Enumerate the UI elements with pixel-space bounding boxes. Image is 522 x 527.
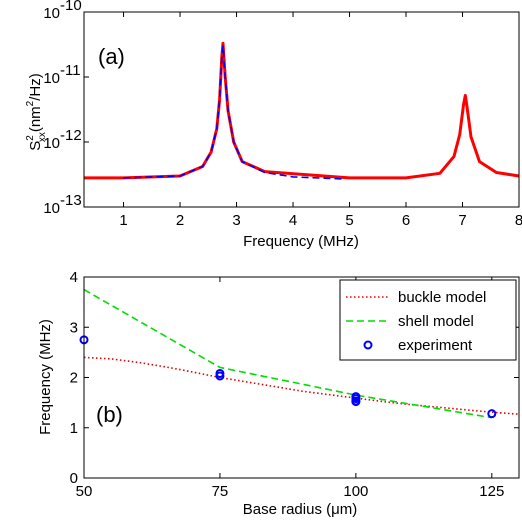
- panel-a-x-tick-label: 6: [402, 212, 410, 229]
- panel-b-y-tick-label: 4: [70, 269, 78, 286]
- legend-label-2: experiment: [398, 337, 473, 354]
- panel-a-y-tick-label: 10: [43, 5, 60, 22]
- panel-a-y-tick-exponent: -13: [60, 192, 82, 209]
- panel-a-x-tick-label: 7: [458, 212, 466, 229]
- legend-label-1: shell model: [398, 313, 474, 330]
- panel-b-y-tick-label: 1: [70, 420, 78, 437]
- panel-b-y-axis-label: Frequency (MHz): [37, 319, 54, 435]
- legend-items: buckle model shell model experiment: [346, 289, 486, 354]
- y-label-rest: (nm: [27, 106, 44, 132]
- panel-b: 50 75 100 125 0 1 2 3 4 (b) Base radius (μm) Fr…: [37, 269, 520, 518]
- y-label-sub: xx: [37, 132, 48, 142]
- panel-b-x-ticks: 50 75 100 125: [76, 277, 504, 500]
- panel-a-x-axis-label: Frequency (MHz): [243, 233, 359, 250]
- panel-b-x-tick-label: 50: [76, 483, 93, 500]
- panel-b-series-group: [79, 288, 520, 419]
- shell-model-line: [83, 288, 492, 419]
- y-label-base: S: [27, 141, 44, 151]
- experiment-point: [215, 371, 225, 381]
- legend-box: [339, 279, 517, 361]
- panel-a-x-tick-label: 2: [176, 212, 184, 229]
- experiment-point: [351, 397, 361, 407]
- legend-marker-2: [363, 340, 373, 350]
- panel-b-x-tick-label: 75: [212, 483, 229, 500]
- panel-a-series-line-1: [123, 45, 344, 180]
- panel-b-x-tick-label: 100: [343, 483, 368, 500]
- panel-a-x-ticks: 1 2 3 4 5 6 7 8: [119, 12, 522, 229]
- panel-a-x-tick-label: 8: [515, 212, 522, 229]
- panel-b-frame: [83, 276, 520, 479]
- panel-a-y-tick-label: 10: [43, 135, 60, 152]
- panel-b-y-tick-label: 0: [70, 470, 78, 487]
- experiment-point: [487, 409, 497, 419]
- panel-a-x-tick-label: 4: [289, 212, 297, 229]
- panel-a-frame: [83, 11, 520, 208]
- panel-a-y-tick-exponent: -11: [60, 62, 81, 79]
- panel-b-x-axis-label: Base radius (μm): [243, 501, 358, 518]
- panel-b-y-tick-label: 3: [70, 319, 78, 336]
- panel-b-x-tick-label: 125: [479, 483, 504, 500]
- legend-label-0: buckle model: [398, 289, 486, 306]
- panel-a-y-tick-exponent: -12: [60, 127, 82, 144]
- panel-a-y-tick-label: 10: [43, 200, 60, 217]
- panel-a-y-axis-label: S2xx(nm2/Hz): [25, 73, 48, 150]
- panel-a-y-tick-label: 10: [43, 70, 60, 87]
- panel-a-x-tick-label: 3: [232, 212, 240, 229]
- panel-b-label: (b): [96, 402, 123, 427]
- panel-a-y-tick-exponent: -10: [60, 0, 82, 14]
- y-label-tail: /Hz): [27, 73, 44, 101]
- panel-b-y-tick-label: 2: [70, 370, 78, 387]
- legend: buckle model shell model experiment: [339, 279, 517, 361]
- panel-a-x-tick-label: 5: [345, 212, 353, 229]
- y-label-sup: 2: [25, 135, 36, 141]
- panel-a-label: (a): [98, 44, 125, 69]
- panel-a-x-tick-label: 1: [119, 212, 127, 229]
- y-label-unit-sup: 2: [25, 100, 36, 106]
- panel-a-series-group: [84, 41, 520, 180]
- buckle-model-line: [83, 356, 520, 415]
